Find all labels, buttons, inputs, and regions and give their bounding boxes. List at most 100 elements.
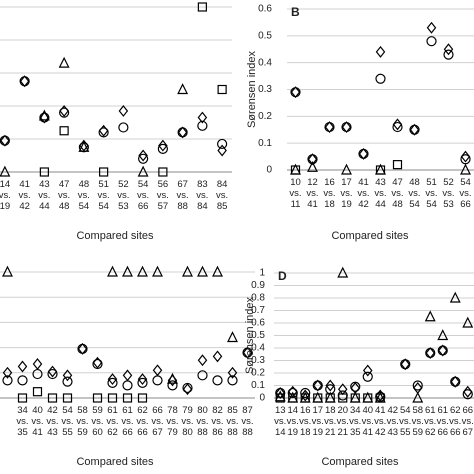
x-tick-label: 48 vs. 54 bbox=[408, 177, 421, 210]
x-tick-label: 51 vs. 54 bbox=[97, 179, 110, 212]
square-marker bbox=[375, 165, 386, 175]
x-tick-label: 41 vs. 42 bbox=[357, 177, 370, 210]
triangle-marker bbox=[182, 265, 193, 277]
x-tick-label: 34 vs. 35 bbox=[349, 405, 362, 438]
circle-marker bbox=[362, 371, 373, 382]
diamond-marker bbox=[0, 134, 10, 147]
diamond-marker bbox=[341, 121, 352, 134]
x-tick-label: 41 vs. 42 bbox=[18, 179, 31, 212]
x-tick-label: 52 vs. 53 bbox=[442, 177, 455, 210]
circle-marker bbox=[324, 121, 335, 133]
triangle-marker bbox=[412, 391, 424, 403]
diamond-marker bbox=[275, 387, 286, 399]
y-tick-label: 0 bbox=[266, 165, 272, 176]
diamond-marker bbox=[32, 358, 43, 370]
x-tick-label: 48 vs. 54 bbox=[77, 179, 90, 212]
square-marker bbox=[363, 393, 373, 403]
x-tick-label: 16 vs. 18 bbox=[299, 405, 312, 438]
circle-marker bbox=[62, 376, 73, 387]
x-tick-label: 87 vs. 88 bbox=[241, 405, 254, 438]
x-tick-label: 17 vs. 19 bbox=[340, 177, 353, 210]
diamond-marker bbox=[217, 144, 227, 157]
triangle-marker bbox=[107, 265, 118, 277]
diamond-marker bbox=[400, 358, 411, 371]
x-tick-label: 62 vs. 66 bbox=[449, 405, 462, 438]
x-tick-label: 54 vs. 55 bbox=[61, 405, 74, 438]
circle-marker bbox=[77, 343, 88, 354]
diamond-marker bbox=[212, 350, 223, 363]
triangle-marker bbox=[152, 265, 163, 277]
y-tick-label: 0.3 bbox=[258, 84, 272, 95]
circle-marker bbox=[137, 377, 148, 388]
x-tick-label: 61 vs. 66 bbox=[121, 405, 134, 438]
circle-marker bbox=[337, 390, 348, 401]
x-tick-label: 41 vs. 42 bbox=[374, 405, 387, 438]
triangle-marker bbox=[137, 265, 148, 277]
square-marker bbox=[17, 393, 28, 403]
square-marker bbox=[350, 393, 360, 403]
square-marker bbox=[59, 126, 69, 136]
triangle-marker bbox=[38, 109, 50, 121]
diamond-marker bbox=[325, 379, 336, 392]
square-marker bbox=[197, 2, 207, 12]
diamond-marker bbox=[409, 123, 420, 136]
x-tick-label: 61 vs. 66 bbox=[436, 405, 449, 438]
square-marker bbox=[325, 393, 335, 403]
triangle-marker bbox=[58, 56, 70, 68]
diamond-marker bbox=[177, 126, 188, 139]
circle-marker bbox=[197, 370, 208, 381]
triangle-marker bbox=[462, 316, 474, 328]
x-tick-label: 58 vs. 59 bbox=[411, 405, 424, 438]
y-tick-label: 1 bbox=[259, 268, 265, 279]
diamond-marker bbox=[450, 375, 461, 388]
diamond-marker bbox=[312, 379, 323, 392]
circle-marker bbox=[212, 375, 223, 386]
diamond-marker bbox=[19, 75, 30, 88]
circle-marker bbox=[47, 368, 58, 380]
diamond-marker bbox=[2, 366, 13, 379]
square-marker bbox=[99, 167, 109, 177]
diamond-marker bbox=[92, 356, 103, 369]
diamond-marker bbox=[307, 153, 318, 166]
x-tick-label: 82 vs. 86 bbox=[211, 405, 224, 438]
circle-marker bbox=[392, 121, 403, 133]
triangle-marker bbox=[307, 160, 318, 172]
x-tick-label: 13 vs. 14 bbox=[274, 405, 287, 438]
x-tick-label: 12 vs. 41 bbox=[306, 177, 319, 210]
x-tick-label: 54 vs. 55 bbox=[399, 405, 412, 438]
diamond-marker bbox=[375, 45, 386, 58]
circle-marker bbox=[409, 124, 420, 135]
triangle-marker bbox=[137, 165, 149, 177]
diamond-marker bbox=[152, 364, 163, 377]
y-axis-title: Sørensen index bbox=[244, 296, 256, 374]
circle-marker bbox=[152, 375, 163, 386]
circle-marker bbox=[197, 120, 208, 131]
triangle-marker bbox=[449, 291, 461, 303]
triangle-marker bbox=[460, 163, 471, 175]
diamond-marker bbox=[197, 111, 208, 124]
x-tick-label: 66 vs. 67 bbox=[461, 405, 474, 438]
diamond-marker bbox=[437, 344, 448, 357]
circle-marker bbox=[300, 387, 311, 399]
diamond-marker bbox=[77, 342, 88, 355]
x-tick-label: 79 vs. 80 bbox=[181, 405, 194, 438]
square-marker bbox=[217, 84, 227, 95]
triangle-marker bbox=[227, 331, 238, 343]
circle-marker bbox=[443, 49, 454, 60]
y-tick-label: 0.7 bbox=[251, 305, 265, 316]
circle-marker bbox=[122, 380, 133, 391]
circle-marker bbox=[462, 389, 473, 400]
circle-marker bbox=[167, 380, 178, 391]
y-tick-label: 0.5 bbox=[258, 30, 272, 41]
x-tick-label: 17 vs. 19 bbox=[311, 405, 324, 438]
square-marker bbox=[392, 160, 403, 170]
y-tick-label: 0.2 bbox=[258, 111, 272, 122]
x-tick-label: 40 vs. 41 bbox=[361, 405, 374, 438]
triangle-marker bbox=[2, 265, 13, 277]
y-tick-label: 0.1 bbox=[251, 380, 265, 391]
diamond-marker bbox=[98, 124, 109, 137]
diamond-marker bbox=[62, 369, 73, 382]
x-tick-label: 83 vs. 84 bbox=[196, 179, 209, 212]
diamond-marker bbox=[17, 360, 28, 373]
square-marker bbox=[300, 393, 310, 403]
